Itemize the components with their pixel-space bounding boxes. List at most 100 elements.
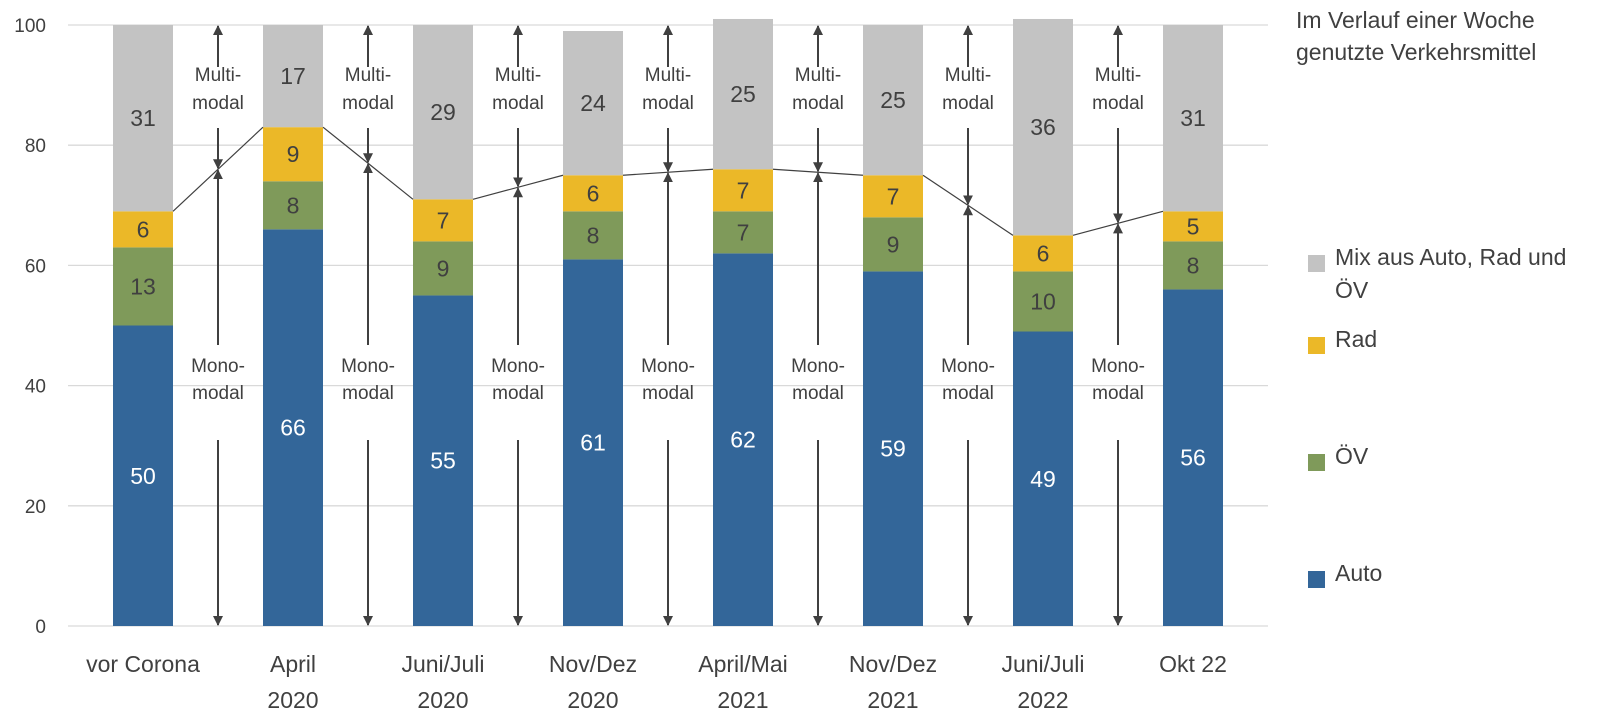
- bar-rad-5: [863, 175, 923, 218]
- bar-auto-7: [1163, 289, 1223, 626]
- bar-label-auto-3: 61: [580, 430, 606, 456]
- x-tick-label-6-0: Juni/Juli: [1001, 651, 1084, 677]
- monomodal-label-b-1: modal: [342, 383, 394, 404]
- multimodal-label-b-2: modal: [492, 93, 544, 114]
- bar-label-oev-7: 8: [1187, 252, 1200, 278]
- bar-mix-6: [1013, 18, 1073, 236]
- multimodal-label-a-3: Multi-: [645, 65, 691, 86]
- multimodal-label-b-1: modal: [342, 93, 394, 114]
- bar-rad-1: [263, 127, 323, 182]
- bar-label-rad-1: 9: [287, 141, 300, 167]
- bar-label-oev-2: 9: [437, 255, 450, 281]
- multimodal-label-a-6: Multi-: [1095, 65, 1141, 86]
- monomodal-label-b-6: modal: [1092, 383, 1144, 404]
- bar-label-rad-4: 7: [737, 177, 750, 203]
- bar-mix-4: [713, 18, 773, 170]
- bar-label-auto-1: 66: [280, 415, 306, 441]
- bar-mix-1: [263, 25, 323, 128]
- bar-label-auto-6: 49: [1030, 466, 1056, 492]
- multimodal-label-b-6: modal: [1092, 93, 1144, 114]
- bar-label-auto-4: 62: [730, 427, 756, 453]
- monomodal-label-a-4: Mono-: [791, 356, 845, 377]
- y-tick-100: 100: [14, 16, 46, 37]
- x-tick-label-0-0: vor Corona: [86, 651, 200, 677]
- bar-label-oev-0: 13: [130, 273, 156, 299]
- bar-rad-7: [1163, 211, 1223, 242]
- bar-oev-2: [413, 241, 473, 296]
- bar-label-mix-7: 31: [1180, 105, 1206, 131]
- bar-label-rad-5: 7: [887, 183, 900, 209]
- bar-rad-0: [113, 211, 173, 248]
- bar-label-mix-1: 17: [280, 63, 306, 89]
- legend-label-oev: ÖV: [1335, 443, 1369, 469]
- bar-label-mix-6: 36: [1030, 114, 1056, 140]
- bar-oev-5: [863, 217, 923, 272]
- multimodal-label-b-3: modal: [642, 93, 694, 114]
- multimodal-label-a-2: Multi-: [495, 65, 541, 86]
- x-tick-label-6-1: 2022: [1017, 687, 1068, 713]
- bar-oev-1: [263, 181, 323, 230]
- bar-label-rad-0: 6: [137, 216, 150, 242]
- bar-label-rad-7: 5: [1187, 213, 1200, 239]
- x-tick-label-7-0: Okt 22: [1159, 651, 1227, 677]
- legend-label-mix: Mix aus Auto, Rad und ÖV: [1335, 244, 1567, 303]
- bar-label-auto-2: 55: [430, 448, 456, 474]
- bar-label-auto-7: 56: [1180, 445, 1206, 471]
- bar-label-auto-5: 59: [880, 436, 906, 462]
- bar-label-mix-2: 29: [430, 99, 456, 125]
- multimodal-label-b-0: modal: [192, 93, 244, 114]
- monomodal-label-b-2: modal: [492, 383, 544, 404]
- legend-title: Im Verlauf einer Woche genutzte Verkehrs…: [1296, 7, 1537, 65]
- bar-oev-7: [1163, 241, 1223, 290]
- monomodal-label-a-3: Mono-: [641, 356, 695, 377]
- bar-label-auto-0: 50: [130, 463, 156, 489]
- bar-rad-4: [713, 169, 773, 212]
- legend-swatch-auto: [1308, 571, 1325, 588]
- x-tick-label-4-0: April/Mai: [698, 651, 787, 677]
- bar-auto-0: [113, 325, 173, 626]
- x-tick-label-3-0: Nov/Dez: [549, 651, 637, 677]
- bar-label-oev-3: 8: [587, 222, 600, 248]
- monomodal-label-a-5: Mono-: [941, 356, 995, 377]
- multimodal-label-b-5: modal: [942, 93, 994, 114]
- x-tick-label-3-1: 2020: [567, 687, 618, 713]
- monomodal-label-b-3: modal: [642, 383, 694, 404]
- x-tick-label-5-1: 2021: [867, 687, 918, 713]
- x-tick-label-2-1: 2020: [417, 687, 468, 713]
- x-tick-label-2-0: Juni/Juli: [401, 651, 484, 677]
- bar-mix-5: [863, 25, 923, 176]
- bar-auto-3: [563, 259, 623, 626]
- multimodal-label-a-5: Multi-: [945, 65, 991, 86]
- monomodal-label-a-1: Mono-: [341, 356, 395, 377]
- legend-label-rad: Rad: [1335, 326, 1378, 352]
- monomodal-label-a-0: Mono-: [191, 356, 245, 377]
- monomodal-label-b-0: modal: [192, 383, 244, 404]
- x-tick-label-1-0: April: [270, 651, 316, 677]
- multimodal-label-a-1: Multi-: [345, 65, 391, 86]
- multimodal-label-a-4: Multi-: [795, 65, 841, 86]
- legend-swatch-mix: [1308, 255, 1325, 272]
- bar-rad-2: [413, 199, 473, 242]
- bar-oev-3: [563, 211, 623, 260]
- bar-label-oev-6: 10: [1030, 288, 1056, 314]
- y-tick-60: 60: [25, 256, 46, 277]
- x-tick-label-1-1: 2020: [267, 687, 318, 713]
- y-tick-0: 0: [35, 617, 46, 638]
- bar-label-oev-5: 9: [887, 231, 900, 257]
- bar-label-rad-6: 6: [1037, 240, 1050, 266]
- legend-swatch-oev: [1308, 454, 1325, 471]
- bar-auto-4: [713, 253, 773, 626]
- monomodal-label-b-5: modal: [942, 383, 994, 404]
- bar-mix-2: [413, 25, 473, 200]
- bar-auto-6: [1013, 331, 1073, 626]
- bar-oev-0: [113, 247, 173, 326]
- y-tick-80: 80: [25, 136, 46, 157]
- multimodal-label-b-4: modal: [792, 93, 844, 114]
- bar-mix-7: [1163, 25, 1223, 212]
- x-tick-label-4-1: 2021: [717, 687, 768, 713]
- bar-auto-1: [263, 229, 323, 626]
- multimodal-label-a-0: Multi-: [195, 65, 241, 86]
- bar-rad-3: [563, 175, 623, 212]
- bar-oev-6: [1013, 271, 1073, 332]
